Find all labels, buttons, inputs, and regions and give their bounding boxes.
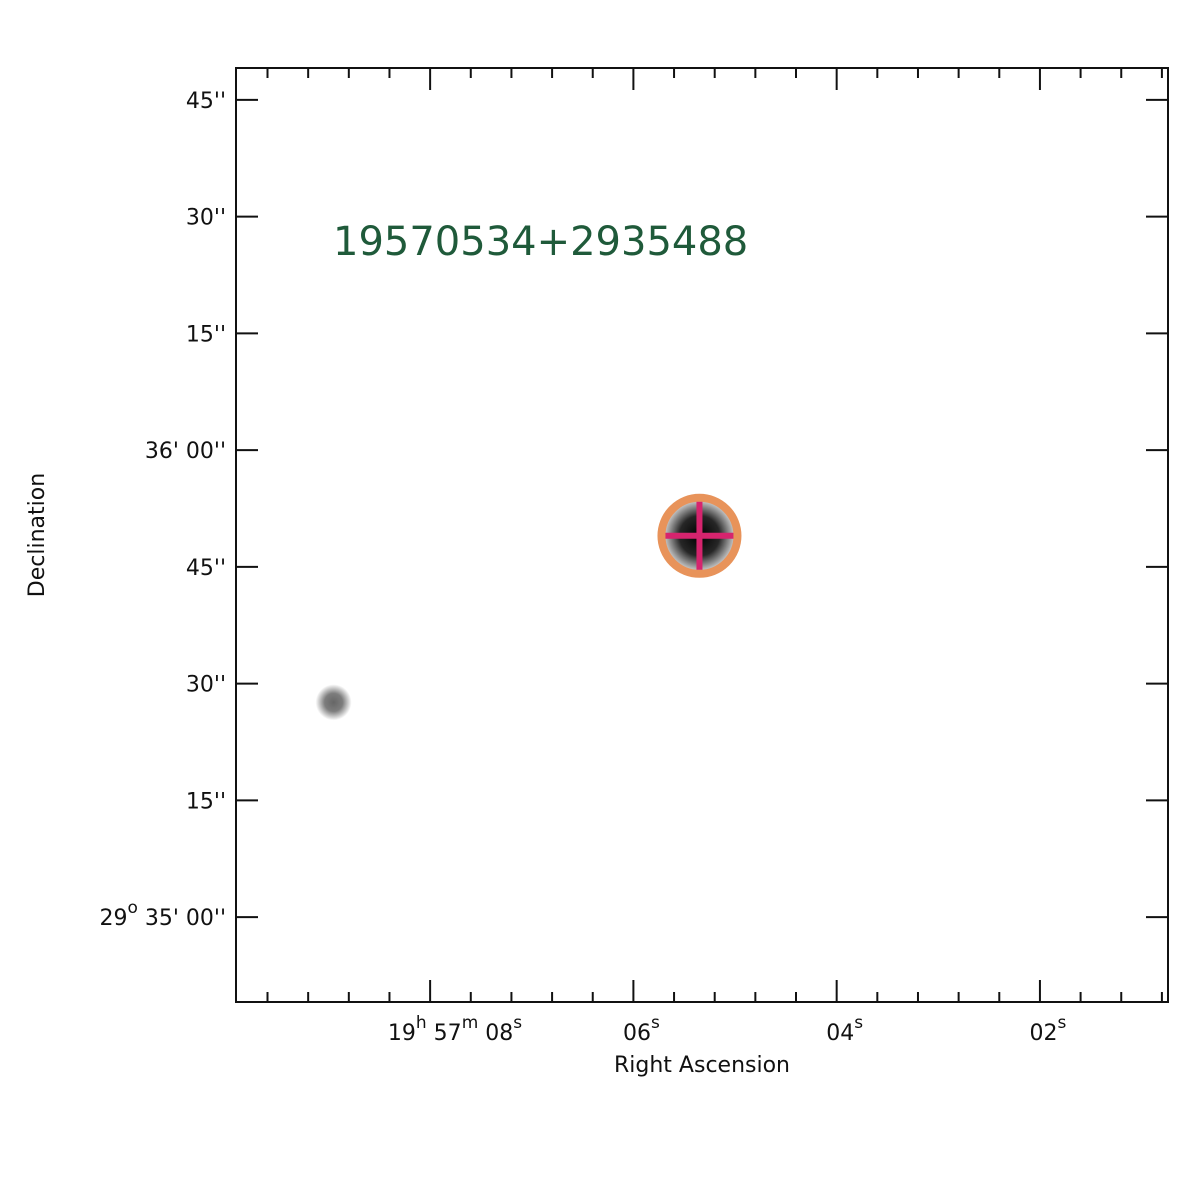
y-tick-label-part: 29 <box>99 906 127 931</box>
plot-frame <box>235 67 1169 1003</box>
y-tick-label: 45'' <box>186 556 226 581</box>
y-tick-label: 36' 00'' <box>145 439 226 464</box>
x-tick-label-sup: m <box>462 1013 479 1033</box>
x-tick-label-sup: h <box>416 1013 427 1033</box>
x-tick-label: 19h 57m 08s <box>388 1013 522 1046</box>
x-tick-label-sup: s <box>651 1013 660 1033</box>
y-tick-label-part: 15'' <box>186 322 226 347</box>
y-axis-label: Declination <box>25 473 50 597</box>
y-tick-label: 15'' <box>186 322 226 347</box>
y-tick-label-sup: o <box>127 898 137 918</box>
y-tick-label-part: 35' 00'' <box>138 906 226 931</box>
y-tick-label-part: 45'' <box>186 556 226 581</box>
y-tick-label: 29o 35' 00'' <box>99 898 226 931</box>
y-tick-label-part: 15'' <box>186 789 226 814</box>
x-tick-label: 04s <box>826 1013 863 1046</box>
source <box>315 684 352 721</box>
y-tick-label-part: 45'' <box>186 89 226 114</box>
x-tick-label-part: 08 <box>478 1021 513 1046</box>
x-tick-label-part: 02 <box>1030 1021 1058 1046</box>
target-circle <box>657 493 742 578</box>
x-tick-label-sup: s <box>513 1013 522 1033</box>
x-tick-label-part: 06 <box>623 1021 651 1046</box>
x-tick-label: 06s <box>623 1013 660 1046</box>
y-tick-label-part: 30'' <box>186 206 226 231</box>
x-tick-label-part: 19 <box>388 1021 416 1046</box>
y-tick-label: 15'' <box>186 789 226 814</box>
x-tick-label-sup: s <box>854 1013 863 1033</box>
y-tick-label: 45'' <box>186 89 226 114</box>
y-tick-label: 30'' <box>186 206 226 231</box>
x-axis-label: Right Ascension <box>614 1053 790 1078</box>
y-tick-label-part: 36' 00'' <box>145 439 226 464</box>
y-tick-label-part: 30'' <box>186 673 226 698</box>
x-tick-label-part: 04 <box>826 1021 854 1046</box>
x-tick-label-sup: s <box>1058 1013 1067 1033</box>
y-tick-label: 30'' <box>186 673 226 698</box>
x-tick-label-part: 57 <box>427 1021 462 1046</box>
x-tick-label: 02s <box>1030 1013 1067 1046</box>
chart-title: 19570534+2935488 <box>333 219 748 265</box>
